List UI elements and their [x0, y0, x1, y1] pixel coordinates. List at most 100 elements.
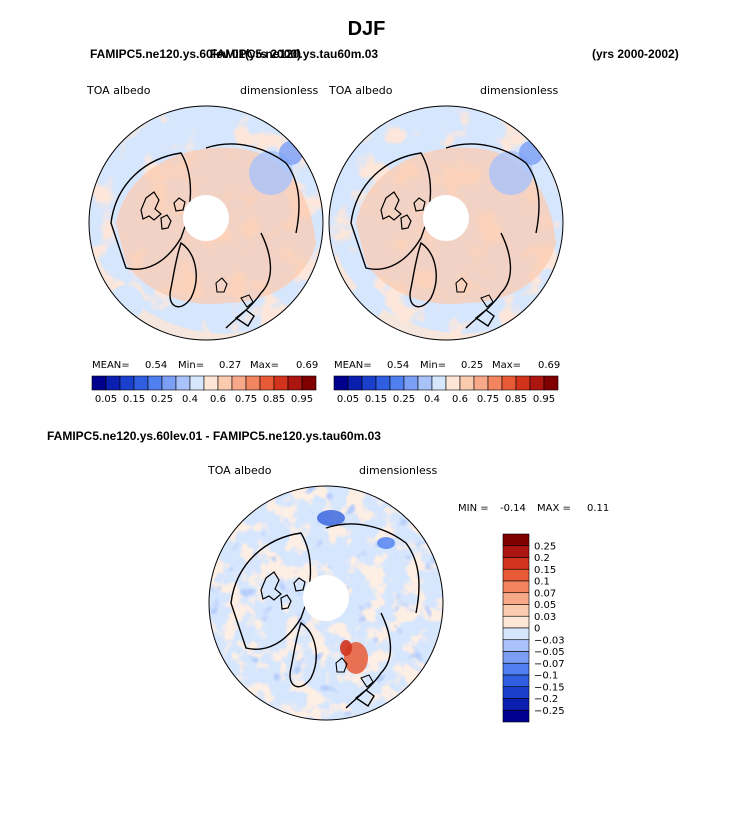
- eurasia-coastline: [205, 143, 300, 329]
- colorbar-tick-label: 0.25: [534, 541, 556, 552]
- colorbar-tick-label: 0.85: [263, 394, 285, 405]
- eurasia-coastline: [445, 143, 540, 329]
- colorbar-swatch: [502, 639, 530, 652]
- colorbar-swatch: [91, 375, 107, 391]
- panel2-max-value: 0.69: [538, 360, 561, 371]
- colorbar-tick-label: 0.05: [534, 600, 556, 611]
- panel2-title-right: dimensionless: [480, 84, 559, 97]
- scandinavia-coastline: [335, 657, 374, 688]
- colorbar-swatch: [502, 662, 530, 676]
- panel2-colorbar: 0.05 0.15 0.25 0.4 0.6 0.75 0.85 0.95: [333, 375, 559, 405]
- southern-band: [329, 253, 563, 340]
- colorbar-swatch: [389, 375, 405, 391]
- scandinavia-coastline: [455, 277, 494, 308]
- panel1-mean-label: MEAN=: [92, 360, 130, 371]
- colorbar-swatch: [502, 709, 530, 723]
- colorbar-tick-label: −0.15: [534, 682, 565, 693]
- colorbar-tick-label: 0.15: [365, 394, 387, 405]
- blue-patch: [249, 151, 293, 195]
- coastline: [230, 532, 312, 650]
- colorbar-tick-label: 0.85: [505, 394, 527, 405]
- colorbar-swatch: [529, 375, 545, 391]
- panel3-title-right: dimensionless: [359, 464, 438, 477]
- blue-patch: [108, 285, 144, 321]
- panel1-min-label: Min=: [178, 360, 205, 371]
- colorbar-tick-label: 0.15: [534, 565, 556, 576]
- colorbar-swatch: [133, 375, 149, 391]
- map-boundary: [88, 105, 324, 341]
- colorbar-swatch: [231, 375, 247, 391]
- colorbar-tick-label: −0.07: [534, 659, 565, 670]
- panel1-min-value: 0.27: [219, 360, 242, 371]
- panel1-mean-value: 0.54: [145, 360, 168, 371]
- colorbar-swatch: [487, 375, 503, 391]
- colorbar-tick-label: 0.95: [291, 394, 313, 405]
- panel2-min-label: Min=: [420, 360, 447, 371]
- colorbar-swatch: [502, 615, 530, 629]
- case2-years: (yrs 2000-2002): [592, 47, 679, 61]
- colorbar-swatch: [175, 375, 191, 391]
- colorbar-swatch: [287, 375, 303, 391]
- panel3-colorbar: 0.250.20.150.10.070.050.030−0.03−0.05−0.…: [502, 533, 565, 723]
- greenland-coastline: [409, 241, 437, 308]
- colorbar-tick-label: 0.75: [235, 394, 257, 405]
- colorbar-swatch: [203, 375, 219, 391]
- pole-hole: [183, 195, 229, 241]
- colorbar-swatch: [445, 375, 461, 391]
- colorbar-tick-label: 0.25: [393, 394, 415, 405]
- colorbar-tick-label: 0.03: [534, 612, 556, 623]
- colorbar-swatch: [119, 375, 135, 391]
- colorbar-swatch: [105, 375, 121, 391]
- archipelago-coastline: [380, 191, 426, 230]
- scandinavia-coastline: [215, 277, 254, 308]
- panel2-max-label: Max=: [492, 360, 522, 371]
- colorbar-swatch: [502, 557, 530, 570]
- colorbar-tick-label: 0.05: [337, 394, 359, 405]
- colorbar-swatch: [502, 698, 530, 711]
- colorbar-tick-label: 0.6: [452, 394, 468, 405]
- greenland-coastline: [169, 241, 197, 308]
- colorbar-tick-label: −0.25: [534, 706, 565, 717]
- colorbar-tick-label: −0.1: [534, 671, 558, 682]
- colorbar-swatch: [502, 686, 530, 699]
- colorbar-swatch: [502, 580, 530, 594]
- colorbar-swatch: [502, 568, 530, 582]
- colorbar-swatch: [502, 674, 530, 688]
- panel3-max-value: 0.11: [587, 503, 610, 514]
- colorbar-swatch: [259, 375, 275, 391]
- case1-years: (yrs 2000): [245, 47, 302, 61]
- map-boundary: [208, 485, 444, 721]
- negative-anomaly: [377, 537, 395, 549]
- colorbar-tick-label: 0.95: [533, 394, 555, 405]
- colorbar-tick-label: 0.4: [424, 394, 440, 405]
- colorbar-swatch: [347, 375, 363, 391]
- colorbar-swatch: [375, 375, 391, 391]
- colorbar-swatch: [502, 533, 530, 547]
- eurasia-coastline: [325, 523, 420, 709]
- colorbar-swatch: [459, 375, 475, 391]
- case2-label: FAMIPC5.ne120.ys.tau60m.03: [210, 47, 379, 61]
- archipelago-coastline: [260, 571, 306, 610]
- map-boundary: [328, 105, 564, 341]
- archipelago-coastline: [140, 191, 186, 230]
- colorbar-swatch: [217, 375, 233, 391]
- colorbar-swatch: [403, 375, 419, 391]
- colorbar-swatch: [147, 375, 163, 391]
- colorbar-swatch: [273, 375, 289, 391]
- positive-anomaly: [340, 640, 352, 656]
- panel2-polar-map: [328, 105, 564, 341]
- pole-hole: [303, 575, 349, 621]
- page-title: DJF: [347, 18, 386, 40]
- panel1-title-left: TOA albedo: [87, 84, 151, 97]
- colorbar-tick-label: 0.2: [534, 553, 550, 564]
- colorbar-swatch: [431, 375, 447, 391]
- colorbar-tick-label: 0.4: [182, 394, 198, 405]
- case1-label: FAMIPC5.ne120.ys.60lev.01: [90, 47, 246, 61]
- colorbar-swatch: [515, 375, 531, 391]
- panel1-max-label: Max=: [250, 360, 280, 371]
- colorbar-tick-label: 0.05: [95, 394, 117, 405]
- colorbar-swatch: [301, 375, 317, 391]
- coastline: [110, 152, 192, 270]
- colorbar-swatch: [333, 375, 349, 391]
- colorbar-swatch: [543, 375, 559, 391]
